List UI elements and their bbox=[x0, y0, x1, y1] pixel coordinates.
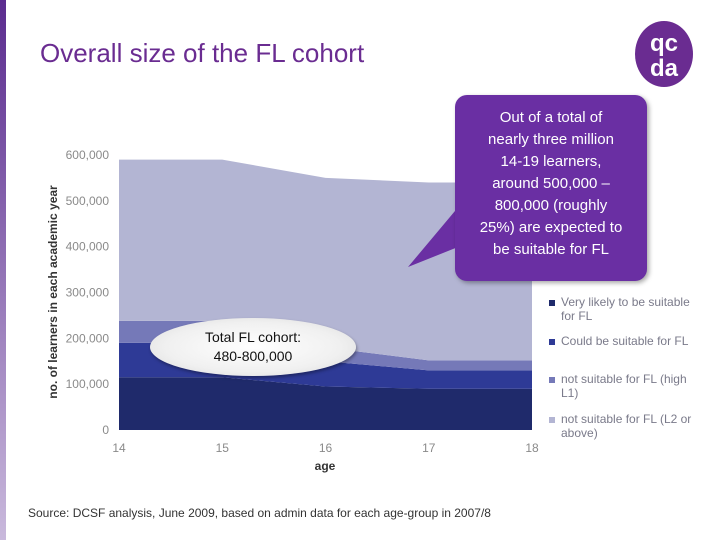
x-tick-label: 18 bbox=[525, 441, 539, 455]
x-tick-label: 16 bbox=[319, 441, 333, 455]
svg-text:da: da bbox=[650, 55, 679, 82]
legend-label: Very likely to be suitable for FL bbox=[561, 295, 690, 323]
y-tick-label: 0 bbox=[102, 423, 109, 437]
cohort-label-line1: Total FL cohort: bbox=[205, 329, 301, 345]
x-tick-label: 15 bbox=[216, 441, 230, 455]
cohort-label-line2: 480-800,000 bbox=[213, 348, 293, 364]
callout-line: 14-19 learners, bbox=[500, 153, 602, 170]
slide-title: Overall size of the FL cohort bbox=[40, 38, 365, 68]
left-accent-bar bbox=[0, 0, 6, 540]
legend-label: not suitable for FL (L2 or above) bbox=[561, 412, 691, 440]
legend-swatch bbox=[549, 417, 555, 423]
area-series-1 bbox=[119, 377, 532, 430]
legend-swatch bbox=[549, 300, 555, 306]
y-tick-label: 400,000 bbox=[66, 240, 110, 254]
callout-text: Out of a total of nearly three million 14-… bbox=[455, 107, 647, 261]
svg-text:qc: qc bbox=[650, 30, 678, 57]
y-axis-label: no. of learners in each academic year bbox=[46, 185, 60, 399]
callout-line: around 500,000 – bbox=[492, 175, 610, 192]
y-tick-label: 600,000 bbox=[66, 148, 110, 162]
legend-label: not suitable for FL (high L1) bbox=[561, 372, 687, 400]
cohort-ellipse bbox=[150, 318, 356, 376]
cohort-label: Total FL cohort: 480-800,000 bbox=[150, 328, 356, 366]
callout-box: Out of a total of nearly three million 14-… bbox=[455, 95, 647, 281]
callout-line: 800,000 (roughly bbox=[494, 197, 608, 214]
x-tick-label: 14 bbox=[112, 441, 126, 455]
qcda-logo: qc da bbox=[635, 21, 693, 87]
legend-swatch bbox=[549, 377, 555, 383]
y-tick-label: 300,000 bbox=[66, 286, 110, 300]
legend-label: Could be suitable for FL bbox=[561, 334, 689, 348]
callout-line: be suitable for FL bbox=[493, 241, 609, 258]
callout-line: Out of a total of bbox=[499, 109, 603, 126]
callout-line: 25%) are expected to bbox=[479, 219, 623, 236]
x-axis-label: age bbox=[315, 459, 336, 473]
callout-line: nearly three million bbox=[488, 131, 614, 148]
y-tick-label: 200,000 bbox=[66, 331, 110, 345]
x-tick-label: 17 bbox=[422, 441, 436, 455]
y-tick-label: 500,000 bbox=[66, 194, 110, 208]
area-series-4 bbox=[119, 159, 532, 361]
source-note: Source: DCSF analysis, June 2009, based … bbox=[28, 506, 491, 520]
y-tick-label: 100,000 bbox=[66, 377, 110, 391]
legend-swatch bbox=[549, 339, 555, 345]
